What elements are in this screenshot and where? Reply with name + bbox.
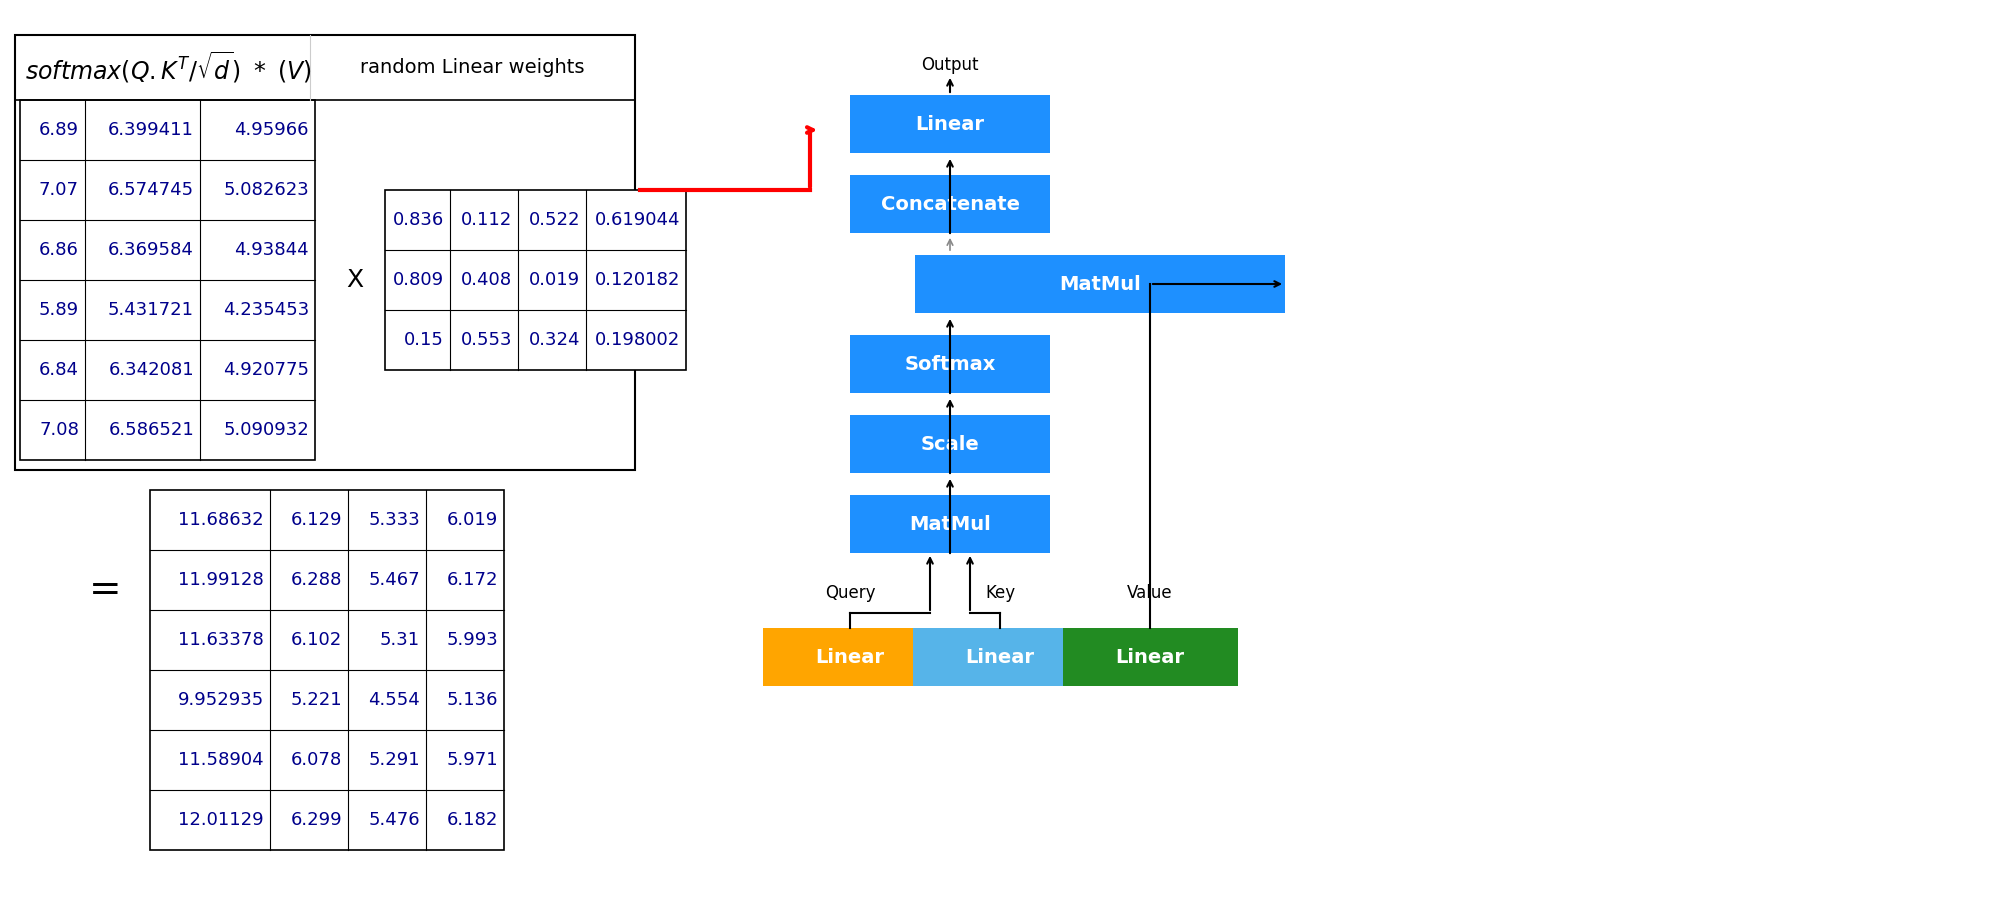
Text: 0.522: 0.522 — [528, 211, 580, 229]
Bar — [150, 490, 504, 850]
Text: 4.95966: 4.95966 — [234, 121, 308, 139]
Bar — [762, 628, 938, 686]
Text: 5.136: 5.136 — [446, 691, 498, 709]
Text: 6.574745: 6.574745 — [108, 181, 194, 199]
Text: 11.68632: 11.68632 — [178, 511, 264, 529]
Text: 0.553: 0.553 — [460, 331, 512, 349]
Text: 4.93844: 4.93844 — [234, 241, 308, 259]
Text: Linear: Linear — [916, 114, 984, 134]
Text: 0.809: 0.809 — [392, 271, 444, 289]
Text: 0.15: 0.15 — [404, 331, 444, 349]
Text: Query: Query — [824, 584, 876, 602]
Text: Linear: Linear — [966, 647, 1034, 667]
Text: 6.182: 6.182 — [446, 811, 498, 829]
Text: 6.369584: 6.369584 — [108, 241, 194, 259]
Text: 6.172: 6.172 — [446, 571, 498, 589]
Bar — [850, 495, 1050, 553]
Text: 6.399411: 6.399411 — [108, 121, 194, 139]
Text: 6.129: 6.129 — [290, 511, 342, 529]
Text: Linear: Linear — [816, 647, 884, 667]
Bar — [916, 255, 1284, 313]
Text: 6.84: 6.84 — [40, 361, 80, 379]
Text: =: = — [88, 571, 122, 609]
Text: 11.58904: 11.58904 — [178, 751, 264, 769]
Text: 5.476: 5.476 — [368, 811, 420, 829]
Bar — [384, 190, 686, 370]
Text: 6.86: 6.86 — [40, 241, 80, 259]
Text: 4.235453: 4.235453 — [222, 301, 308, 319]
Text: 5.431721: 5.431721 — [108, 301, 194, 319]
Bar — [20, 100, 316, 460]
Text: 6.299: 6.299 — [290, 811, 342, 829]
Text: 6.89: 6.89 — [40, 121, 80, 139]
Text: 0.408: 0.408 — [460, 271, 512, 289]
Text: Output: Output — [922, 56, 978, 74]
Text: 6.342081: 6.342081 — [108, 361, 194, 379]
Text: 0.120182: 0.120182 — [594, 271, 680, 289]
Bar — [16, 35, 636, 470]
Text: 0.112: 0.112 — [460, 211, 512, 229]
Text: 5.31: 5.31 — [380, 631, 420, 649]
Text: 6.078: 6.078 — [290, 751, 342, 769]
Text: 5.993: 5.993 — [446, 631, 498, 649]
Text: 5.221: 5.221 — [290, 691, 342, 709]
Text: Linear: Linear — [1116, 647, 1184, 667]
Text: X: X — [346, 268, 364, 292]
Bar — [850, 335, 1050, 393]
Text: Concatenate: Concatenate — [880, 195, 1020, 214]
Text: MatMul: MatMul — [1060, 275, 1140, 293]
Bar — [1062, 628, 1238, 686]
Text: Softmax: Softmax — [904, 354, 996, 373]
Text: 6.586521: 6.586521 — [108, 421, 194, 439]
Text: 5.333: 5.333 — [368, 511, 420, 529]
Text: 5.971: 5.971 — [446, 751, 498, 769]
Text: 7.07: 7.07 — [40, 181, 80, 199]
Text: Scale: Scale — [920, 434, 980, 454]
Text: 5.89: 5.89 — [38, 301, 80, 319]
Text: 0.198002: 0.198002 — [594, 331, 680, 349]
Text: 5.291: 5.291 — [368, 751, 420, 769]
Text: MatMul: MatMul — [910, 514, 990, 534]
Text: 6.102: 6.102 — [290, 631, 342, 649]
Text: $softmax(Q.K^T/\sqrt{d})\ *\ (V)$: $softmax(Q.K^T/\sqrt{d})\ *\ (V)$ — [24, 50, 312, 85]
Text: 4.554: 4.554 — [368, 691, 420, 709]
Text: 4.920775: 4.920775 — [224, 361, 308, 379]
Text: random Linear weights: random Linear weights — [360, 58, 584, 77]
Bar — [850, 415, 1050, 473]
Text: Key: Key — [984, 584, 1016, 602]
Bar — [850, 95, 1050, 153]
Text: 11.63378: 11.63378 — [178, 631, 264, 649]
Text: 11.99128: 11.99128 — [178, 571, 264, 589]
Text: 0.836: 0.836 — [392, 211, 444, 229]
Text: Value: Value — [1128, 584, 1172, 602]
Text: 0.019: 0.019 — [528, 271, 580, 289]
Text: 0.619044: 0.619044 — [594, 211, 680, 229]
Text: 5.082623: 5.082623 — [224, 181, 308, 199]
Text: 7.08: 7.08 — [40, 421, 80, 439]
Text: 5.467: 5.467 — [368, 571, 420, 589]
Text: 12.01129: 12.01129 — [178, 811, 264, 829]
Text: 5.090932: 5.090932 — [224, 421, 308, 439]
Text: 6.019: 6.019 — [446, 511, 498, 529]
Text: 6.288: 6.288 — [290, 571, 342, 589]
Text: 9.952935: 9.952935 — [178, 691, 264, 709]
Text: 0.324: 0.324 — [528, 331, 580, 349]
Bar — [850, 175, 1050, 233]
Bar — [912, 628, 1088, 686]
